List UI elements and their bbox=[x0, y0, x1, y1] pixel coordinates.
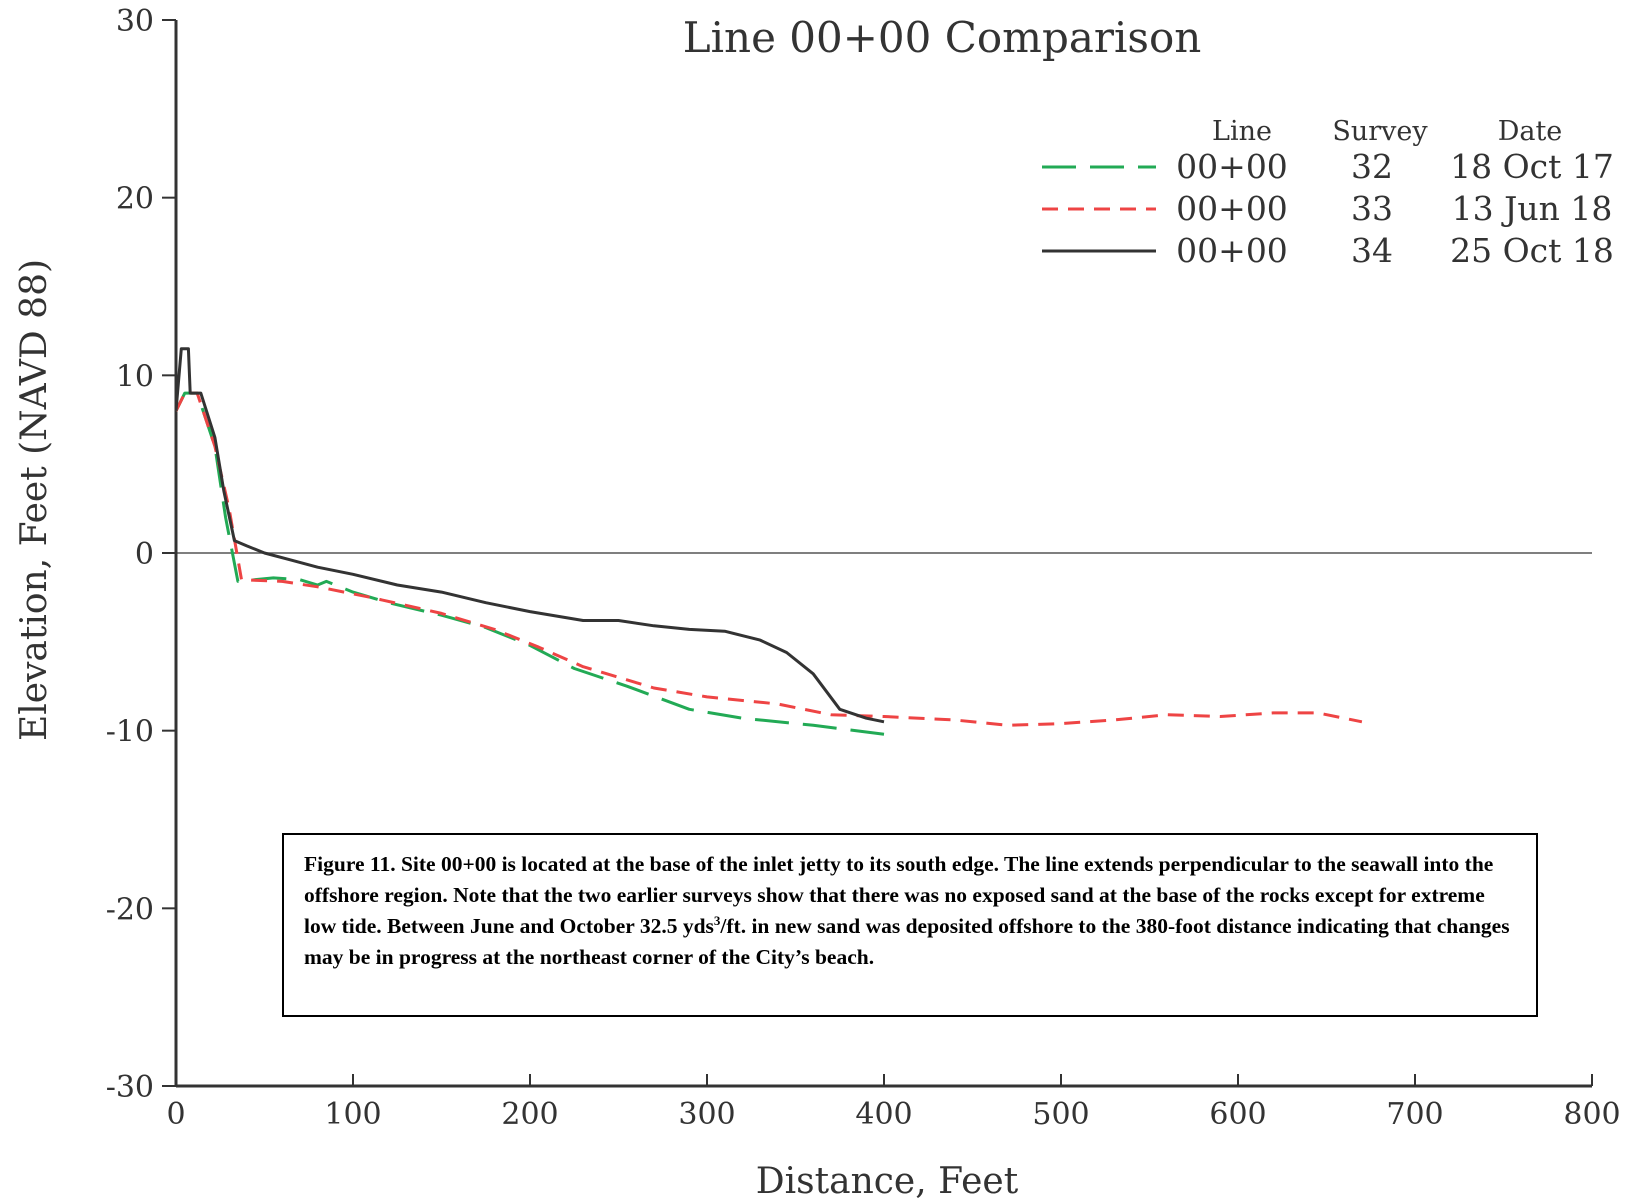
legend-date: 13 Jun 18 bbox=[1452, 189, 1613, 228]
legend-date: 18 Oct 17 bbox=[1450, 147, 1614, 186]
legend-survey: 33 bbox=[1351, 189, 1393, 228]
x-tick-label: 500 bbox=[1032, 1097, 1089, 1132]
x-tick-label: 0 bbox=[166, 1097, 185, 1132]
legend-header-line: Line bbox=[1212, 116, 1272, 147]
legend: Line Survey Date 00+00 32 18 Oct 17 00+00 33… bbox=[1042, 116, 1614, 270]
x-tick-label: 600 bbox=[1209, 1097, 1266, 1132]
series-line-3 bbox=[174, 347, 885, 724]
legend-date: 25 Oct 18 bbox=[1450, 231, 1614, 270]
series-line-1 bbox=[174, 391, 885, 736]
legend-header-survey: Survey bbox=[1332, 116, 1428, 147]
legend-rows: 00+00 32 18 Oct 17 00+00 33 13 Jun 18 00+00 34 2… bbox=[1042, 147, 1614, 270]
caption-text-a: Figure 11. Site 00+00 is located at the … bbox=[304, 852, 1494, 938]
x-tick-label: 200 bbox=[501, 1097, 558, 1132]
y-axis-title: Elevation, Feet (NAVD 88) bbox=[14, 259, 55, 741]
x-tick-label: 300 bbox=[678, 1097, 735, 1132]
caption-superscript: 3 bbox=[713, 912, 721, 928]
caption-text-b: /ft. in new sand was deposited offshore … bbox=[304, 914, 1510, 969]
x-tick-label: 700 bbox=[1386, 1097, 1443, 1132]
y-tick-label: 20 bbox=[116, 182, 154, 217]
chart-title: Line 00+00 Comparison bbox=[683, 13, 1202, 62]
series-line-2 bbox=[174, 391, 1363, 727]
y-tick-label: -10 bbox=[106, 715, 154, 750]
series-layer bbox=[174, 347, 1363, 736]
y-tick-label: -20 bbox=[106, 892, 154, 927]
y-tick-label: 30 bbox=[116, 4, 154, 39]
figure-caption: Figure 11. Site 00+00 is located at the … bbox=[282, 833, 1538, 1017]
legend-header-date: Date bbox=[1498, 116, 1563, 147]
y-tick-label: 10 bbox=[116, 359, 154, 394]
legend-survey: 34 bbox=[1351, 231, 1393, 270]
legend-line-id: 00+00 bbox=[1176, 231, 1288, 270]
legend-line-id: 00+00 bbox=[1176, 147, 1288, 186]
x-tick-label: 100 bbox=[324, 1097, 381, 1132]
y-tick-label: 0 bbox=[135, 537, 154, 572]
y-tick-label: -30 bbox=[106, 1070, 154, 1105]
legend-line-id: 00+00 bbox=[1176, 189, 1288, 228]
legend-survey: 32 bbox=[1351, 147, 1393, 186]
x-tick-label: 400 bbox=[855, 1097, 912, 1132]
x-tick-label: 800 bbox=[1563, 1097, 1620, 1132]
x-axis-title: Distance, Feet bbox=[756, 1161, 1019, 1200]
